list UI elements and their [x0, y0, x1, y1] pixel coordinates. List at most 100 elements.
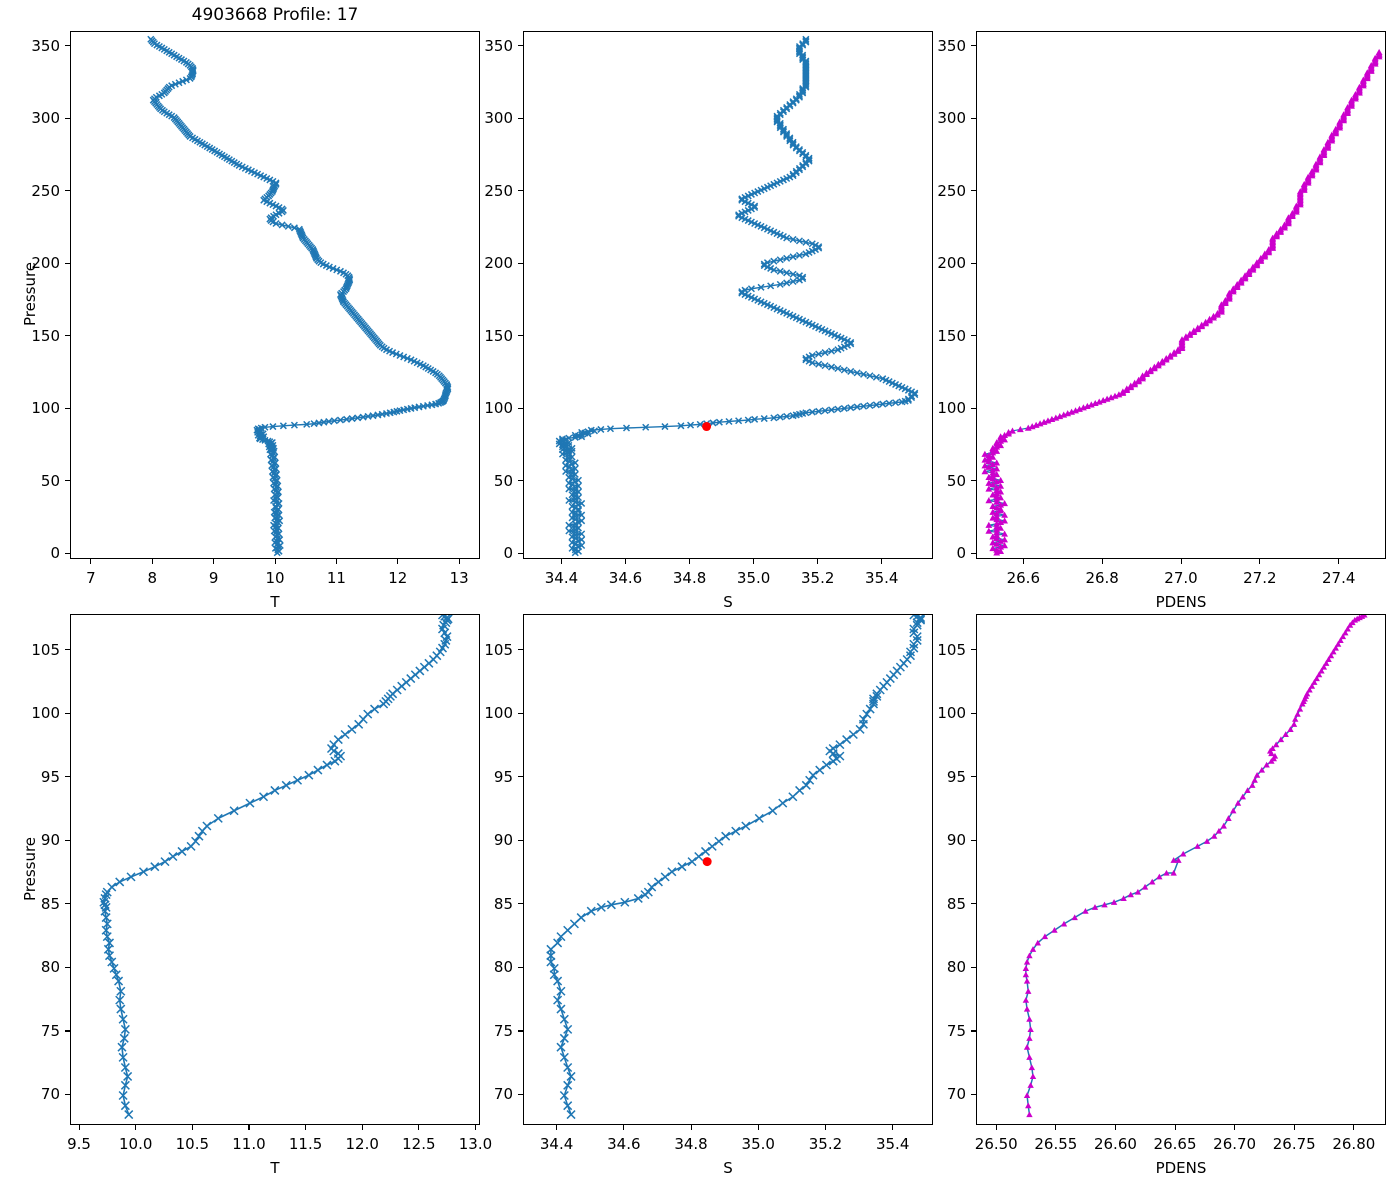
y-tick-label: 90: [493, 831, 513, 850]
flagged-point-marker: [702, 422, 712, 432]
x-tickmark: [690, 1125, 692, 1130]
y-tick-label: 300: [31, 109, 60, 128]
y-tick-label: 75: [40, 1021, 60, 1040]
y-tickmark: [65, 190, 70, 192]
x-tickmark: [1259, 559, 1261, 564]
y-tickmark: [518, 262, 523, 264]
x-axis-label: T: [270, 593, 280, 611]
y-tick-label: 100: [31, 704, 60, 723]
x-tickmark: [305, 1125, 307, 1130]
y-tickmark: [65, 776, 70, 778]
y-tick-label: 250: [484, 181, 513, 200]
x-tick-label: 35.2: [808, 1135, 843, 1153]
x-tick-label: 10.5: [175, 1135, 210, 1153]
x-tick-label: 35.4: [865, 569, 899, 587]
plot-area-panel-pdens-full: [976, 31, 1386, 559]
x-tick-label: 35.4: [875, 1135, 910, 1153]
y-tick-label: 70: [946, 1085, 966, 1104]
x-tickmark: [418, 1125, 420, 1130]
x-tick-label: 26.60: [1093, 1135, 1137, 1153]
data-line-PDENS: [1025, 615, 1365, 1115]
x-tick-label: 34.4: [539, 1135, 574, 1153]
y-tickmark: [518, 1030, 523, 1032]
y-tickmark: [65, 1093, 70, 1096]
y-tickmark: [971, 552, 976, 554]
y-tick-label: 350: [31, 36, 60, 55]
x-tickmark: [824, 1125, 827, 1130]
x-axis-label: S: [723, 1159, 733, 1177]
y-tick-label: 150: [31, 326, 60, 345]
y-tick-label: 95: [493, 767, 513, 786]
x-axis-label: PDENS: [1155, 593, 1207, 611]
y-tick-label: 250: [937, 181, 966, 200]
flagged-point-marker: [702, 857, 712, 867]
y-tickmark: [971, 966, 976, 968]
y-tick-label: 75: [946, 1021, 966, 1040]
y-tick-label: 100: [484, 399, 513, 418]
x-tickmark: [191, 1125, 193, 1130]
x-tickmark: [90, 559, 92, 564]
x-tick-label: 26.80: [1332, 1135, 1376, 1153]
x-tick-label: 34.4: [544, 569, 579, 587]
x-tickmark: [474, 1125, 477, 1130]
x-tick-label: 9.5: [67, 1135, 91, 1153]
y-tickmark: [518, 190, 523, 192]
x-tick-label: 26.8: [1085, 569, 1119, 587]
x-tick-label: 27.2: [1243, 569, 1277, 587]
x-tickmark: [623, 1125, 625, 1130]
y-tick-label: 300: [484, 109, 513, 128]
series-layer-panel-t-full: [71, 32, 452, 557]
x-tick-label: 35.2: [800, 569, 835, 587]
y-tickmark: [518, 1093, 523, 1096]
data-markers-T: [99, 615, 453, 1120]
x-tickmark: [995, 1125, 997, 1130]
y-tickmark: [971, 407, 976, 409]
y-tickmark: [971, 480, 976, 482]
data-markers-S: [546, 615, 926, 1120]
y-tick-label: 300: [937, 109, 966, 128]
data-markers-S: [556, 36, 919, 557]
x-tickmark: [892, 1125, 894, 1130]
x-tickmark: [274, 559, 276, 564]
x-tickmark: [458, 559, 460, 564]
y-tick-label: 90: [40, 831, 60, 850]
y-tick-label: 80: [40, 958, 60, 977]
x-tickmark: [881, 559, 883, 564]
x-tickmark: [753, 559, 755, 564]
x-tick-label: 35.0: [736, 569, 771, 587]
x-tick-label: 9: [208, 569, 219, 587]
y-tickmark: [65, 712, 70, 714]
y-tick-label: 105: [31, 640, 60, 659]
x-tick-label: 27.4: [1321, 569, 1356, 587]
y-tick-label: 80: [946, 958, 966, 977]
y-tickmark: [65, 966, 70, 968]
y-tickmark: [971, 262, 976, 264]
x-tickmark: [248, 1125, 250, 1130]
x-tickmark: [689, 559, 691, 564]
y-tick-label: 100: [484, 704, 513, 723]
x-tickmark: [1353, 1125, 1355, 1130]
y-tickmark: [65, 117, 70, 119]
y-tickmark: [971, 903, 976, 905]
y-tickmark: [65, 262, 70, 264]
x-tick-label: 26.65: [1153, 1135, 1197, 1153]
y-tickmark: [518, 45, 523, 47]
y-tick-label: 50: [946, 471, 966, 490]
x-axis-label: PDENS: [1155, 1159, 1207, 1177]
x-tickmark: [625, 559, 627, 564]
y-tickmark: [65, 480, 70, 482]
x-tick-label: 34.8: [672, 569, 707, 587]
x-tickmark: [335, 559, 337, 564]
y-tick-label: 95: [40, 767, 60, 786]
y-tick-label: 100: [31, 399, 60, 418]
y-tickmark: [971, 190, 976, 192]
x-tickmark: [1022, 559, 1024, 564]
x-tick-label: 26.75: [1272, 1135, 1316, 1153]
x-tick-label: 8: [147, 569, 158, 587]
y-tickmark: [518, 407, 523, 409]
x-tickmark: [757, 1125, 759, 1130]
x-tickmark: [1114, 1125, 1117, 1130]
